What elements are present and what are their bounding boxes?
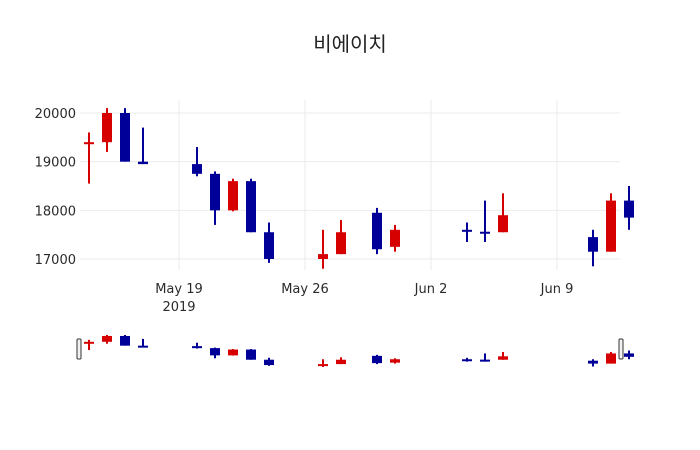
x-tick-label: May 26 bbox=[281, 282, 329, 297]
candle bbox=[120, 108, 130, 162]
candle bbox=[588, 229, 598, 267]
candle bbox=[462, 222, 472, 242]
candle bbox=[372, 207, 382, 255]
candle bbox=[84, 132, 94, 184]
candle bbox=[624, 186, 634, 230]
x-tick-year: 2019 bbox=[162, 300, 195, 315]
candle bbox=[192, 342, 202, 349]
x-tick-label: Jun 2 bbox=[414, 282, 448, 297]
candle bbox=[138, 127, 148, 165]
candle bbox=[588, 359, 598, 367]
candle bbox=[372, 354, 382, 365]
candle bbox=[462, 357, 472, 362]
candle bbox=[498, 351, 508, 360]
candle bbox=[498, 193, 508, 233]
range-slider-handle-left[interactable] bbox=[76, 338, 82, 360]
candle bbox=[264, 222, 274, 263]
candle bbox=[246, 178, 256, 233]
x-axis-ticks: May 19 2019 May 26 Jun 2 Jun 9 bbox=[155, 282, 573, 315]
gridlines bbox=[80, 100, 620, 270]
candle bbox=[318, 359, 328, 367]
candle bbox=[336, 357, 346, 365]
candles bbox=[84, 108, 634, 269]
candle bbox=[228, 178, 238, 212]
candle bbox=[606, 193, 616, 252]
candle bbox=[318, 229, 328, 269]
candle bbox=[246, 349, 256, 360]
y-tick-label: 17000 bbox=[35, 253, 76, 268]
range-slider-preview bbox=[84, 335, 634, 367]
range-slider-handle-right[interactable] bbox=[618, 338, 624, 360]
candle bbox=[120, 335, 130, 346]
candle bbox=[264, 357, 274, 366]
candle bbox=[228, 349, 238, 356]
candle bbox=[390, 224, 400, 252]
candle bbox=[210, 171, 220, 225]
y-tick-label: 18000 bbox=[35, 204, 76, 219]
candle bbox=[102, 108, 112, 152]
candle bbox=[138, 338, 148, 348]
y-axis-ticks: 17000 18000 19000 20000 bbox=[35, 107, 76, 268]
candle bbox=[390, 358, 400, 364]
candle bbox=[624, 350, 634, 360]
chart-title: 비에이치 bbox=[313, 32, 387, 56]
x-tick-label: May 19 bbox=[155, 282, 203, 297]
candle bbox=[336, 220, 346, 255]
candle bbox=[84, 339, 94, 351]
candle bbox=[102, 335, 112, 344]
y-tick-label: 19000 bbox=[35, 156, 76, 171]
candle bbox=[606, 351, 616, 364]
candle bbox=[192, 147, 202, 177]
candle bbox=[480, 200, 490, 242]
candle bbox=[210, 347, 220, 359]
candle bbox=[480, 353, 490, 362]
x-tick-label: Jun 9 bbox=[540, 282, 574, 297]
range-slider[interactable] bbox=[76, 335, 634, 367]
y-tick-label: 20000 bbox=[35, 107, 76, 122]
